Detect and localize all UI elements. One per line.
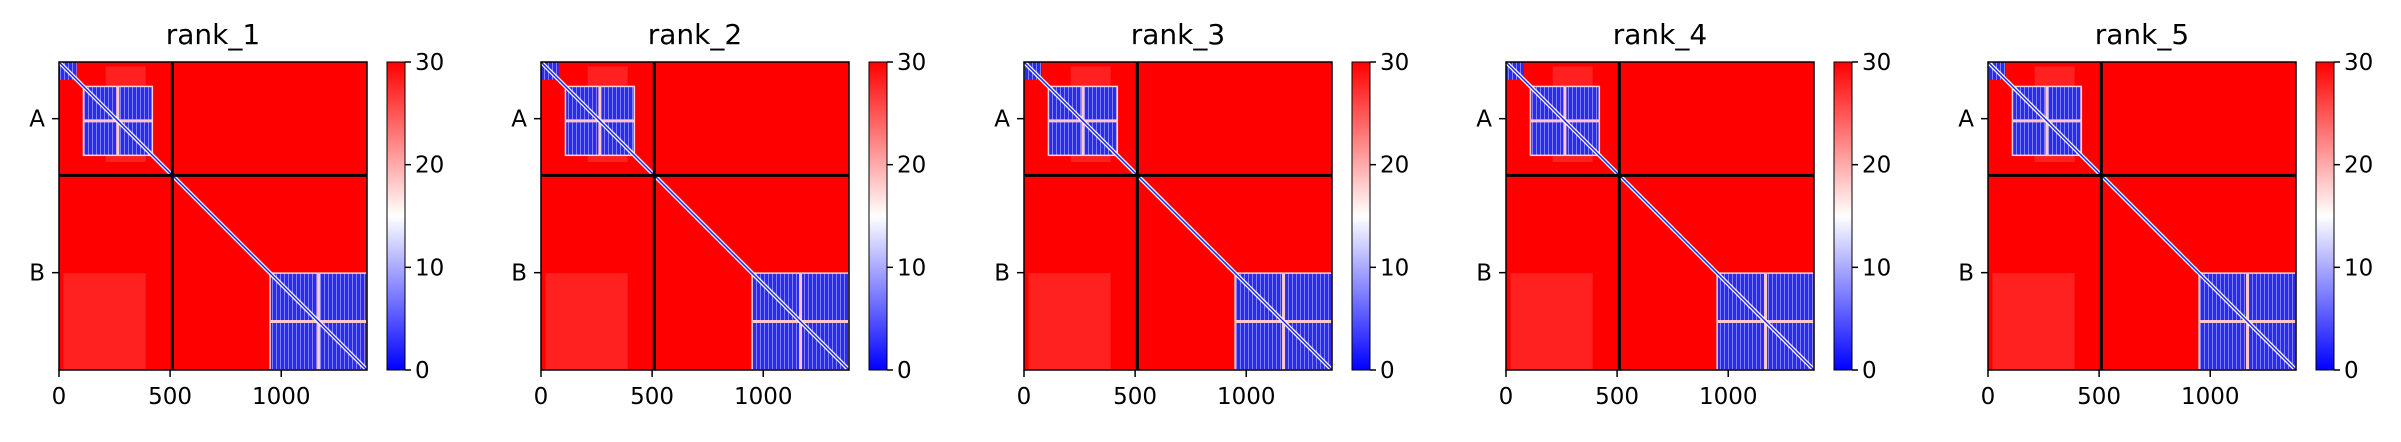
heatmap-texture-region xyxy=(1028,273,1111,370)
plot-frame xyxy=(540,61,850,371)
x-tick-label: 1000 xyxy=(252,384,311,410)
heatmap-texture-region xyxy=(1510,273,1593,370)
x-tick-label: 0 xyxy=(534,384,549,410)
plot-frame xyxy=(1505,61,1815,371)
colorbar-tick-label: 20 xyxy=(1862,153,1891,179)
x-tick-label: 500 xyxy=(630,384,674,410)
colorbar xyxy=(1351,61,1371,371)
colorbar-tick-label: 20 xyxy=(897,153,926,179)
chain-label: B xyxy=(1958,261,1974,287)
plot-frame xyxy=(1987,61,2297,371)
colorbar-tick-label: 20 xyxy=(2344,153,2373,179)
colorbar-tick-label: 30 xyxy=(415,50,444,76)
x-tick-label: 0 xyxy=(1981,384,1996,410)
x-tick-label: 500 xyxy=(2077,384,2121,410)
colorbar-tick-label: 10 xyxy=(415,255,444,281)
x-tick-label: 500 xyxy=(1113,384,1157,410)
block-outline xyxy=(1529,85,1601,157)
diagonal-line xyxy=(540,61,850,371)
chain-label: A xyxy=(29,107,45,133)
x-tick-label: 500 xyxy=(148,384,192,410)
x-tick-label: 1000 xyxy=(2181,384,2240,410)
panel-title: rank_4 xyxy=(1613,18,1707,51)
colorbar-tick-label: 0 xyxy=(2344,358,2359,384)
heatmap-texture-region xyxy=(545,273,628,370)
panel-title: rank_3 xyxy=(1131,18,1225,51)
heatmap-texture-region xyxy=(63,273,146,370)
colorbar-tick-label: 20 xyxy=(415,153,444,179)
x-tick-label: 0 xyxy=(52,384,67,410)
block-outline xyxy=(2011,85,2083,157)
chain-label: B xyxy=(511,261,527,287)
colorbar-tick-label: 0 xyxy=(1380,358,1395,384)
chain-label: B xyxy=(994,261,1010,287)
panel-3: rank_3 0 500 1000 A B 0 10 20 30 xyxy=(994,18,1409,410)
panel-1: rank_1 0 500 1000 A B 0 10 20 30 xyxy=(29,18,444,410)
colorbar-tick-label: 0 xyxy=(1862,358,1877,384)
block-outline xyxy=(1047,85,1119,157)
colorbar xyxy=(868,61,888,371)
colorbar-tick-label: 10 xyxy=(2344,255,2373,281)
panel-title: rank_1 xyxy=(166,18,260,51)
colorbar-tick-label: 30 xyxy=(897,50,926,76)
x-tick-label: 500 xyxy=(1595,384,1639,410)
colorbar-tick-label: 30 xyxy=(1862,50,1891,76)
chain-label: B xyxy=(29,261,45,287)
x-tick-label: 0 xyxy=(1499,384,1514,410)
x-tick-label: 0 xyxy=(1017,384,1032,410)
colorbar xyxy=(386,61,406,371)
diagonal-line xyxy=(58,61,368,371)
colorbar xyxy=(2315,61,2335,371)
chain-label: A xyxy=(1958,107,1974,133)
chain-label: A xyxy=(1476,107,1492,133)
heatmap-texture-region xyxy=(1992,273,2075,370)
diagonal-line xyxy=(1505,61,1815,371)
colorbar-tick-label: 0 xyxy=(415,358,430,384)
colorbar-tick-label: 10 xyxy=(897,255,926,281)
colorbar-tick-label: 30 xyxy=(2344,50,2373,76)
colorbar xyxy=(1833,61,1853,371)
chain-label: A xyxy=(994,107,1010,133)
colorbar-tick-label: 10 xyxy=(1862,255,1891,281)
chain-label: B xyxy=(1476,261,1492,287)
diagonal-line xyxy=(1987,61,2297,371)
diagonal-line xyxy=(1023,61,1333,371)
block-outline xyxy=(564,85,636,157)
colorbar-tick-label: 20 xyxy=(1380,153,1409,179)
colorbar-tick-label: 30 xyxy=(1380,50,1409,76)
chain-label: A xyxy=(511,107,527,133)
block-outline xyxy=(82,85,154,157)
panel-title: rank_2 xyxy=(648,18,742,51)
panel-5: rank_5 0 500 1000 A B 0 10 20 30 xyxy=(1958,18,2373,410)
plot-frame xyxy=(1023,61,1333,371)
panel-2: rank_2 0 500 1000 A B 0 10 20 30 xyxy=(511,18,926,410)
x-tick-label: 1000 xyxy=(1217,384,1276,410)
colorbar-tick-label: 0 xyxy=(897,358,912,384)
x-tick-label: 1000 xyxy=(1699,384,1758,410)
plot-frame xyxy=(58,61,368,371)
panel-4: rank_4 0 500 1000 A B 0 10 20 30 xyxy=(1476,18,1891,410)
x-tick-label: 1000 xyxy=(734,384,793,410)
colorbar-tick-label: 10 xyxy=(1380,255,1409,281)
panel-title: rank_5 xyxy=(2095,18,2189,51)
